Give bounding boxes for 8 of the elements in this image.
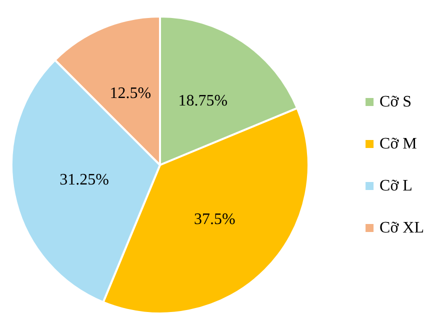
data-label: 31.25%: [60, 172, 109, 189]
data-label: 37.5%: [194, 211, 236, 228]
legend-label: Cỡ S: [380, 94, 412, 110]
legend-label: Cỡ XL: [380, 220, 424, 236]
data-label: 12.5%: [110, 85, 152, 102]
legend-label: Cỡ L: [380, 178, 412, 194]
legend-label: Cỡ M: [380, 136, 417, 152]
data-label: 18.75%: [178, 92, 228, 110]
